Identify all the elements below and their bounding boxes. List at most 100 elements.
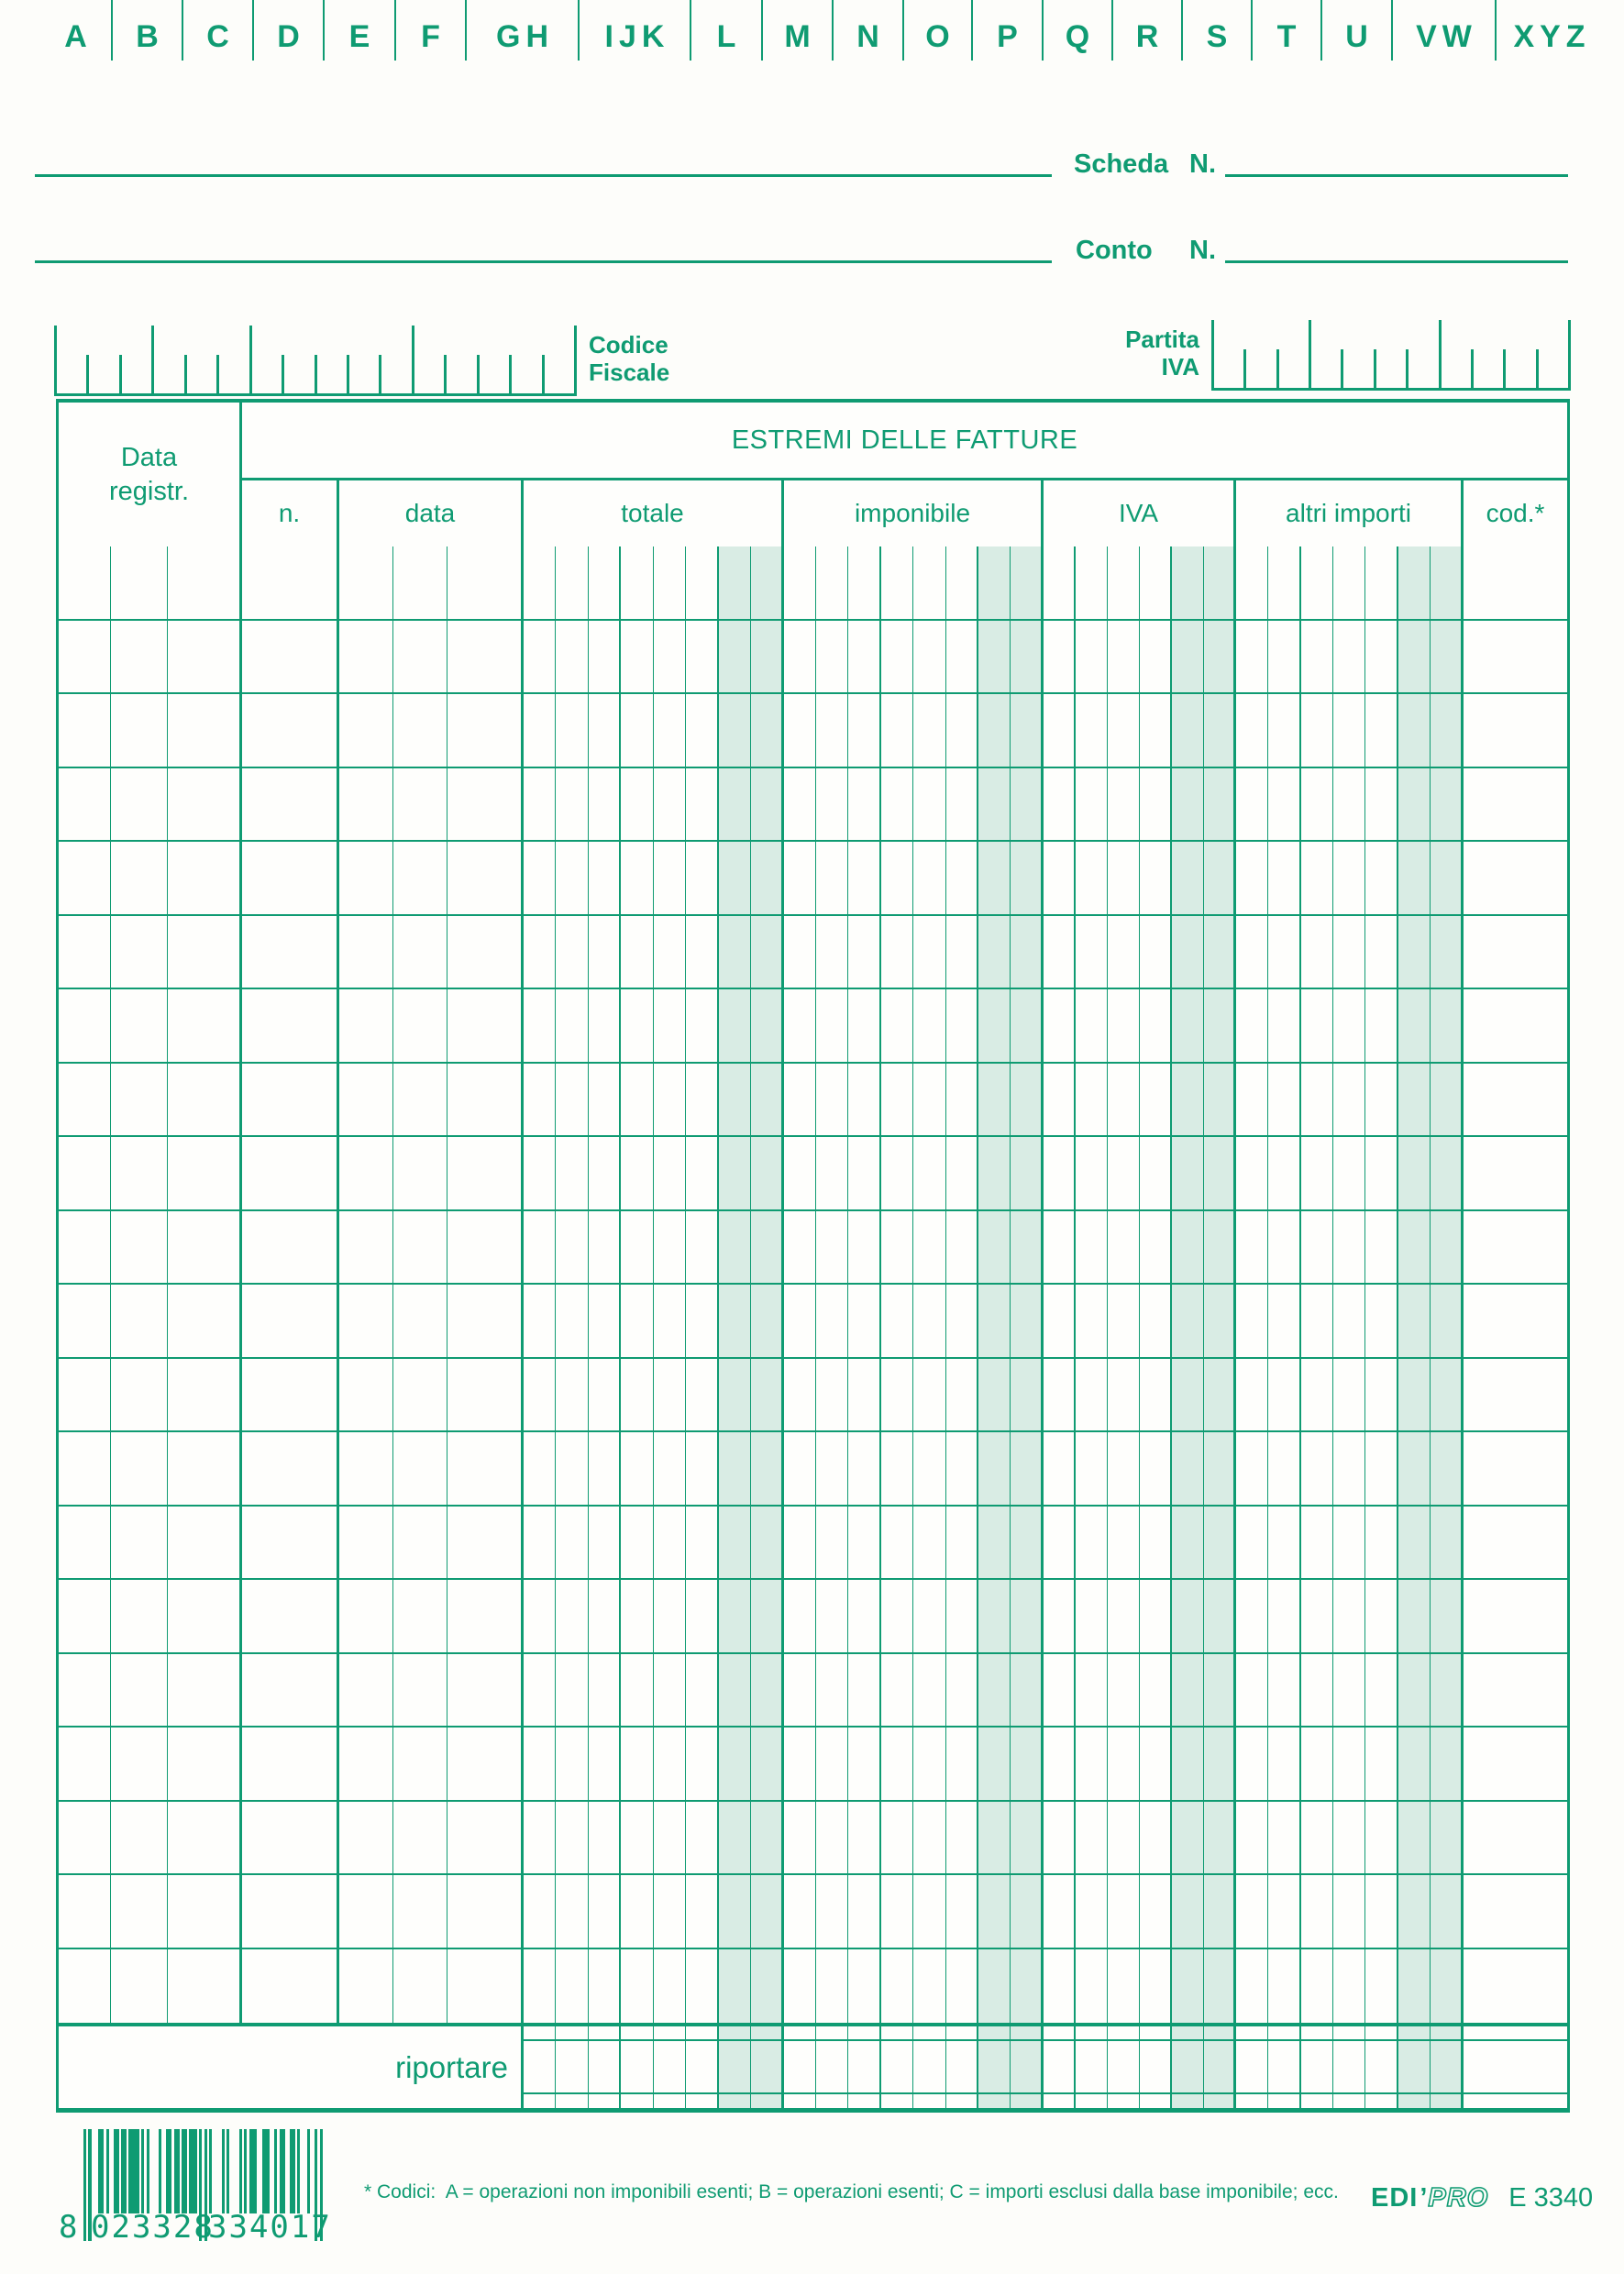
digit-sub-cell xyxy=(447,767,524,840)
digit-sub-cell xyxy=(589,1580,621,1652)
date-sub-cell xyxy=(168,1137,242,1209)
grid-column-cell xyxy=(524,915,784,988)
riportare-label: riportare xyxy=(59,2026,524,2108)
digit-sub-cell xyxy=(1268,1580,1301,1652)
decimal-sub-cell xyxy=(719,1580,751,1652)
digit-sub-cell xyxy=(686,767,719,840)
digit-sub-cell xyxy=(1076,989,1108,1062)
grid-column-cell xyxy=(1464,1728,1567,1800)
decimal-sub-cell xyxy=(1431,1358,1464,1430)
table-row xyxy=(59,1580,1567,1654)
digit-sub-cell xyxy=(686,1063,719,1135)
digit-sub-cell xyxy=(524,1580,556,1652)
digit-sub-cell xyxy=(339,1728,393,1800)
digit-sub-cell xyxy=(784,1801,816,1873)
decimal-sub-cell xyxy=(751,1063,784,1135)
date-sub-cell xyxy=(111,546,168,619)
digit-sub-cell xyxy=(447,1285,524,1357)
digit-sub-cell xyxy=(1365,1285,1398,1357)
grid-column-cell xyxy=(1464,842,1567,914)
digit-sub-cell xyxy=(1464,916,1567,988)
digit-sub-cell xyxy=(1108,1875,1140,1948)
decimal-sub-cell xyxy=(1011,842,1044,914)
digit-sub-cell xyxy=(393,767,447,840)
digit-sub-cell xyxy=(1236,915,1268,988)
grid-column-cell xyxy=(524,1580,784,1652)
decimal-sub-cell xyxy=(719,1063,751,1135)
digit-sub-cell xyxy=(686,2026,719,2108)
digit-sub-cell xyxy=(1301,546,1333,619)
digit-sub-cell xyxy=(621,915,654,988)
grid-column-cell xyxy=(1044,1875,1236,1948)
digit-sub-cell xyxy=(524,1285,556,1357)
decimal-sub-cell xyxy=(751,989,784,1062)
date-sub-cell xyxy=(111,1432,168,1505)
index-tab-a: A xyxy=(40,0,113,61)
digit-sub-cell xyxy=(589,1875,621,1948)
digit-sub-cell xyxy=(946,1801,978,1873)
digit-sub-cell xyxy=(816,2026,848,2108)
digit-sub-cell xyxy=(339,694,393,767)
digit-sub-cell xyxy=(1140,546,1172,619)
column-header-data: data xyxy=(339,480,524,546)
table-row xyxy=(59,1063,1567,1137)
digit-sub-cell xyxy=(1076,620,1108,692)
decimal-sub-cell xyxy=(1204,767,1236,840)
decimal-sub-cell xyxy=(1172,1948,1204,2023)
decimal-sub-cell xyxy=(1204,1875,1236,1948)
digit-sub-cell xyxy=(654,1506,686,1578)
date-sub-cell xyxy=(59,1653,111,1726)
digit-sub-cell xyxy=(784,1653,816,1726)
barcode-bar xyxy=(199,2129,203,2241)
decimal-sub-cell xyxy=(1172,1580,1204,1652)
digit-sub-cell xyxy=(621,842,654,914)
digit-sub-cell xyxy=(1236,620,1268,692)
digit-sub-cell xyxy=(654,1948,686,2023)
digit-sub-cell xyxy=(784,1875,816,1948)
comb-tick xyxy=(1536,349,1539,388)
grid-column-cell xyxy=(784,1506,1044,1578)
digit-sub-cell xyxy=(913,767,946,840)
grid-column-cell xyxy=(784,989,1044,1062)
digit-sub-cell xyxy=(242,1580,339,1652)
grid-column-cell xyxy=(1044,1580,1236,1652)
decimal-sub-cell xyxy=(1398,989,1431,1062)
digit-sub-cell xyxy=(848,1432,881,1505)
digit-sub-cell xyxy=(1140,1358,1172,1430)
digit-sub-cell xyxy=(784,767,816,840)
grid-column-cell xyxy=(1044,1137,1236,1209)
grid-column-cell xyxy=(1044,1728,1236,1800)
grid-column-cell xyxy=(784,1063,1044,1135)
grid-column-cell xyxy=(1044,1285,1236,1357)
decimal-sub-cell xyxy=(1011,1728,1044,1800)
grid-column-cell xyxy=(784,694,1044,767)
comb-tick xyxy=(282,355,284,393)
decimal-sub-cell xyxy=(1431,620,1464,692)
grid-column-cell xyxy=(784,620,1044,692)
date-sub-cell xyxy=(59,1728,111,1800)
header-data-registrazione: Data registr. xyxy=(59,403,242,546)
digit-sub-cell xyxy=(1464,1580,1567,1652)
decimal-sub-cell xyxy=(1011,1063,1044,1135)
date-sub-cell xyxy=(168,1728,242,1800)
grid-column-cell xyxy=(524,1506,784,1578)
digit-sub-cell xyxy=(1333,620,1365,692)
digit-sub-cell xyxy=(848,1137,881,1209)
digit-sub-cell xyxy=(589,1506,621,1578)
decimal-sub-cell xyxy=(1172,767,1204,840)
decimal-sub-cell xyxy=(1172,1728,1204,1800)
digit-sub-cell xyxy=(447,842,524,914)
digit-sub-cell xyxy=(881,1506,913,1578)
grid-column-cell xyxy=(1464,546,1567,619)
digit-sub-cell xyxy=(621,694,654,767)
table-body-grid xyxy=(59,546,1567,2023)
digit-sub-cell xyxy=(881,1653,913,1726)
digit-sub-cell xyxy=(913,1728,946,1800)
grid-column-cell xyxy=(1236,1137,1464,1209)
grid-column-cell xyxy=(1236,1728,1464,1800)
digit-sub-cell xyxy=(1333,767,1365,840)
digit-sub-cell xyxy=(946,1728,978,1800)
digit-sub-cell xyxy=(881,694,913,767)
index-tab-vw: VW xyxy=(1393,0,1497,61)
digit-sub-cell xyxy=(621,1432,654,1505)
